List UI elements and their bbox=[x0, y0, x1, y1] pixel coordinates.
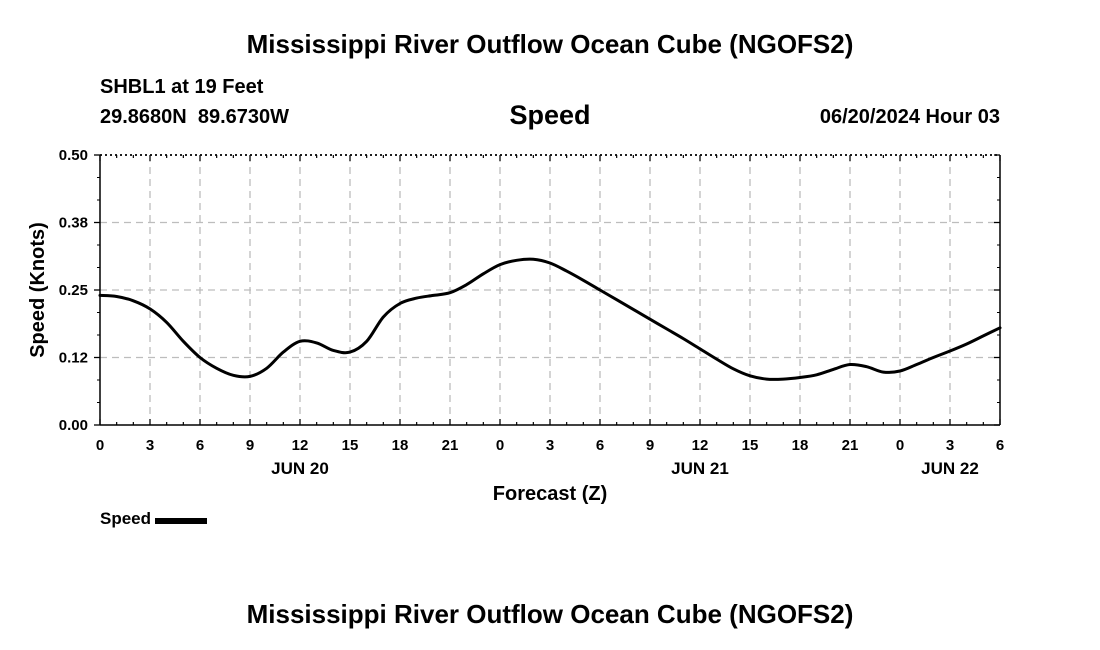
x-tick-label: 18 bbox=[792, 437, 809, 454]
x-tick-label: 0 bbox=[496, 437, 504, 454]
legend-swatch bbox=[155, 517, 208, 524]
x-tick-label: 15 bbox=[742, 437, 759, 454]
x-tick-label: 15 bbox=[342, 437, 359, 454]
x-tick-label: 6 bbox=[596, 437, 604, 454]
x-tick-label: 21 bbox=[842, 437, 859, 454]
x-tick-label: 12 bbox=[292, 437, 309, 454]
date-axis-label: JUN 21 bbox=[671, 459, 729, 478]
y-tick-label: 0.12 bbox=[59, 350, 88, 367]
x-tick-label: 9 bbox=[246, 437, 254, 454]
forecast-date-label: 06/20/2024 Hour 03 bbox=[819, 106, 1000, 128]
speed-series-line bbox=[98, 257, 1002, 381]
y-tick-label: 0.00 bbox=[59, 417, 88, 434]
speed-chart: 0.00 0.12 0.25 0.38 0.50 0 3 6 9 12 15 18 21 0 3 6 9 12 15… bbox=[27, 147, 1004, 505]
y-tick-label: 0.25 bbox=[59, 282, 88, 299]
y-axis-title: Speed (Knots) bbox=[27, 222, 49, 358]
station-label: SHBL1 at 19 Feet bbox=[100, 76, 264, 98]
x-tick-label: 0 bbox=[896, 437, 904, 454]
footer-title: Mississippi River Outflow Ocean Cube (NG… bbox=[246, 599, 854, 629]
x-tick-label: 3 bbox=[146, 437, 154, 454]
plot-frame bbox=[99, 154, 1001, 426]
x-tick-label: 21 bbox=[442, 437, 459, 454]
x-tick-label: 6 bbox=[996, 437, 1004, 454]
x-tick-label: 0 bbox=[96, 437, 104, 454]
legend-label: Speed bbox=[100, 509, 152, 528]
x-axis-title: Forecast (Z) bbox=[493, 483, 607, 505]
legend: Speed bbox=[100, 509, 208, 529]
coordinates-label: 29.8680N 89.6730W bbox=[100, 106, 290, 128]
x-tick-label: 6 bbox=[196, 437, 204, 454]
date-axis-label: JUN 22 bbox=[921, 459, 979, 478]
series-layer bbox=[98, 257, 1002, 381]
y-tick-label: 0.50 bbox=[59, 147, 88, 164]
main-title: Mississippi River Outflow Ocean Cube (NG… bbox=[246, 29, 854, 59]
grid bbox=[100, 155, 1000, 425]
x-tick-label: 9 bbox=[646, 437, 654, 454]
x-tick-label: 12 bbox=[692, 437, 709, 454]
y-tick-label: 0.38 bbox=[59, 215, 88, 232]
date-axis-label: JUN 20 bbox=[271, 459, 329, 478]
chart-title: Speed bbox=[509, 100, 591, 130]
x-tick-label: 3 bbox=[546, 437, 554, 454]
x-tick-label: 3 bbox=[946, 437, 954, 454]
axis-labels: 0.00 0.12 0.25 0.38 0.50 0 3 6 9 12 15 18 21 0 3 6 9 12 15… bbox=[27, 147, 1004, 505]
x-tick-label: 18 bbox=[392, 437, 409, 454]
